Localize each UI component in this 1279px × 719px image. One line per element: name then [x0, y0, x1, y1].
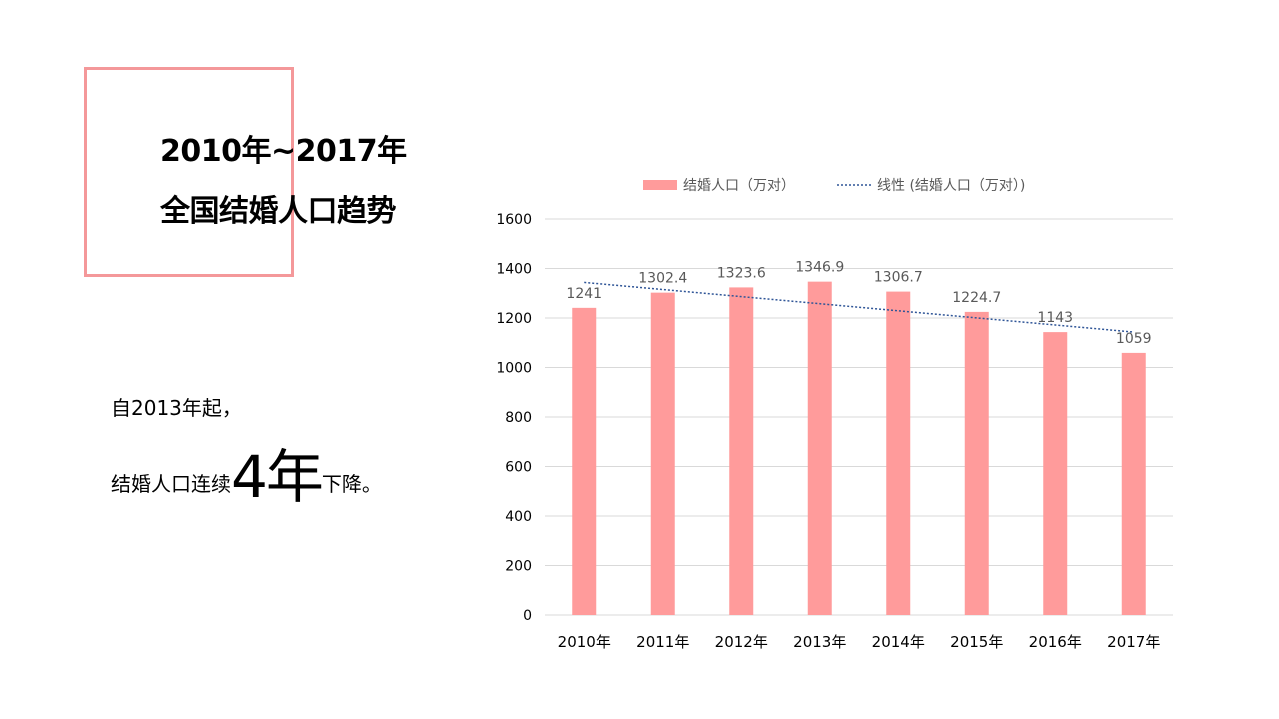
y-tick-label: 1200 — [496, 311, 532, 327]
note-line2-suffix: 下降。 — [321, 472, 382, 496]
bar — [650, 292, 675, 615]
y-tick-label: 400 — [505, 509, 532, 525]
note-line2-emphasis: 4年 — [231, 443, 324, 511]
data-label: 1143 — [1037, 310, 1073, 326]
y-tick-label: 600 — [505, 460, 532, 476]
x-tick-label: 2016年 — [1029, 633, 1082, 651]
y-tick-label: 0 — [523, 608, 532, 624]
x-tick-label: 2017年 — [1107, 633, 1160, 651]
note-line2-prefix: 结婚人口连续 — [111, 472, 231, 496]
data-label: 1306.7 — [874, 270, 923, 286]
decorative-frame — [84, 67, 294, 277]
x-tick-label: 2015年 — [950, 633, 1003, 651]
data-label: 1302.4 — [638, 271, 687, 287]
data-label: 1241 — [566, 286, 602, 302]
x-tick-label: 2012年 — [715, 633, 768, 651]
x-tick-label: 2010年 — [558, 633, 611, 651]
data-label: 1323.6 — [717, 265, 766, 281]
bar — [1121, 352, 1146, 615]
legend-label-trendline: 线性 (结婚人口（万对）) — [877, 178, 1025, 194]
y-tick-label: 1600 — [496, 212, 532, 228]
x-tick-label: 2014年 — [872, 633, 925, 651]
note-line2: 结婚人口连续4年下降。 — [111, 442, 382, 512]
bar — [729, 287, 754, 615]
data-label: 1346.9 — [795, 260, 844, 276]
y-tick-label: 1000 — [496, 361, 532, 377]
y-tick-label: 200 — [505, 559, 532, 575]
x-tick-label: 2013年 — [793, 633, 846, 651]
bar — [886, 291, 911, 615]
slide-title-line2: 全国结婚人口趋势 — [160, 194, 397, 229]
x-tick-label: 2011年 — [636, 633, 689, 651]
bar — [964, 311, 989, 615]
legend-swatch-bars — [643, 180, 677, 190]
data-label: 1059 — [1116, 331, 1152, 347]
bar — [1043, 332, 1068, 615]
legend-label-bars: 结婚人口（万对） — [683, 178, 795, 194]
slide-title-line1: 2010年~2017年 — [160, 134, 407, 169]
y-tick-label: 1400 — [496, 262, 532, 278]
y-tick-label: 800 — [505, 410, 532, 426]
bar — [807, 281, 832, 615]
marriage-bar-chart: 0 200 400 600 800 1000 1200 1400 1600 1241 2010年 13… — [496, 178, 1173, 651]
data-label: 1224.7 — [952, 290, 1001, 306]
bar — [572, 307, 597, 615]
note-line1: 自2013年起， — [111, 396, 242, 420]
